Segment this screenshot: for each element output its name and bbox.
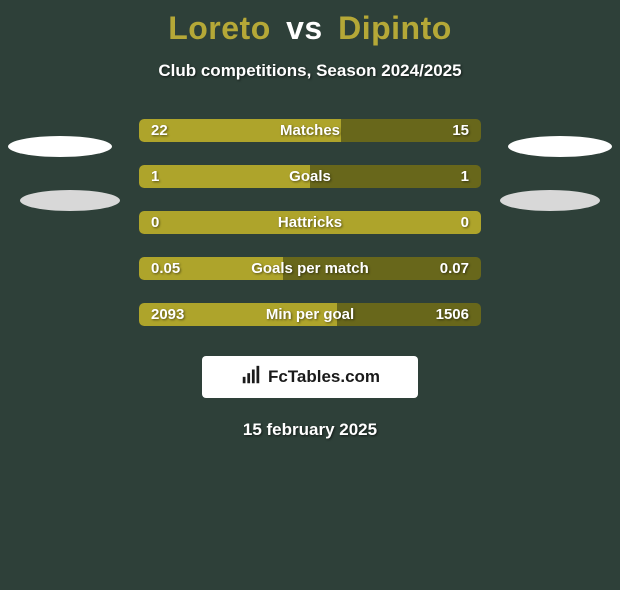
title-player2: Dipinto [338,10,452,46]
barchart-icon [240,364,262,391]
stat-label: Goals per match [139,257,481,280]
stat-value-right: 0 [461,211,469,234]
decorative-ellipse [20,190,120,211]
stat-row: 2093Min per goal1506 [139,303,481,326]
decorative-ellipse [8,136,112,157]
source-logo: FcTables.com [202,356,418,398]
stat-label: Hattricks [139,211,481,234]
stat-value-right: 1 [461,165,469,188]
stat-value-right: 1506 [436,303,469,326]
stat-row: 1Goals1 [139,165,481,188]
stat-label: Goals [139,165,481,188]
stat-label: Matches [139,119,481,142]
stat-value-right: 15 [452,119,469,142]
page-title: Loreto vs Dipinto [0,10,620,47]
stat-row: 22Matches15 [139,119,481,142]
title-vs: vs [286,10,323,46]
stat-row: 0.05Goals per match0.07 [139,257,481,280]
stat-value-right: 0.07 [440,257,469,280]
stat-label: Min per goal [139,303,481,326]
decorative-ellipse [500,190,600,211]
subtitle: Club competitions, Season 2024/2025 [0,61,620,81]
date-text: 15 february 2025 [0,420,620,440]
title-player1: Loreto [168,10,271,46]
stat-row: 0Hattricks0 [139,211,481,234]
decorative-ellipse [508,136,612,157]
logo-text: FcTables.com [268,367,380,387]
